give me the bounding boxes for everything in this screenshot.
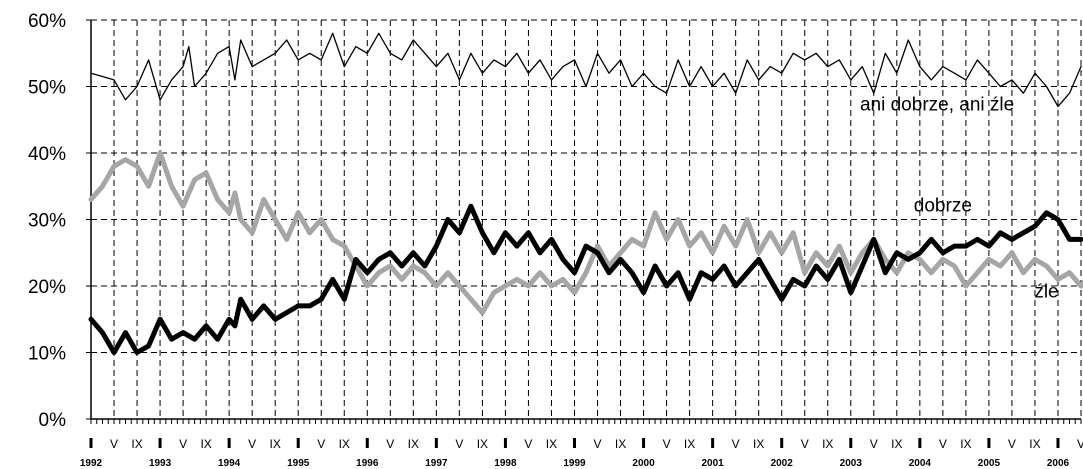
x-tick-label: IX [339, 437, 350, 451]
year-label: 2000 [632, 458, 655, 469]
x-tick-label [503, 438, 507, 448]
x-tick-label: V [317, 437, 325, 451]
x-tick-label: IX [546, 437, 557, 451]
year-label: 2005 [978, 458, 1001, 469]
x-tick-label [849, 438, 853, 448]
series-line-ani-dobrze-ani-zle [90, 32, 1082, 108]
x-tick-label: V [248, 437, 256, 451]
x-tick-label [296, 438, 300, 448]
x-tick-label: V [386, 437, 394, 451]
x-tick-label: IX [960, 437, 971, 451]
year-label: 1999 [563, 458, 586, 469]
y-tick-label: 10% [28, 344, 66, 365]
year-label: 1992 [80, 458, 103, 469]
grid [90, 19, 1082, 419]
year-label: 1998 [494, 458, 517, 469]
year-label: 2004 [909, 458, 932, 469]
x-tick-label: V [179, 437, 187, 451]
x-tick-label [642, 438, 646, 448]
x-tick-label: IX [822, 437, 833, 451]
x-tick-label: V [732, 437, 740, 451]
x-tick-label: V [801, 437, 809, 451]
x-tick-label: IX [891, 437, 902, 451]
x-tick-label: V [663, 437, 671, 451]
year-label: 1997 [425, 458, 448, 469]
x-tick-label [572, 438, 576, 448]
x-tick-label: IX [131, 437, 142, 451]
x-tick-label [434, 438, 438, 448]
y-tick-label: 0% [39, 410, 67, 431]
x-tick-label: V [594, 437, 602, 451]
x-tick-label [987, 438, 991, 448]
x-tick-label [1056, 438, 1060, 448]
year-label: 1996 [356, 458, 379, 469]
x-tick-label: IX [753, 437, 764, 451]
x-tick-label: V [1077, 437, 1083, 451]
x-tick-label: V [524, 437, 532, 451]
x-tick-label [227, 438, 231, 448]
x-tick-label: V [455, 437, 463, 451]
series-line-zle [88, 203, 1083, 355]
series-line-dobrze [88, 150, 1083, 316]
year-label: 2001 [702, 458, 725, 469]
y-tick-label: 30% [28, 211, 66, 232]
x-tick-label: V [870, 437, 878, 451]
x-tick-label: IX [408, 437, 419, 451]
x-tick-label: IX [270, 437, 281, 451]
series-label-zle: źle [1034, 281, 1058, 302]
x-tick-label [918, 438, 922, 448]
year-label: 2002 [771, 458, 794, 469]
year-label: 2003 [840, 458, 863, 469]
x-tick-label [89, 438, 93, 448]
y-tick-label: 60% [28, 11, 66, 32]
x-tick-label: IX [200, 437, 211, 451]
x-tick-label [711, 438, 715, 448]
y-tick-label: 40% [28, 144, 66, 165]
series-layer [88, 32, 1083, 355]
x-tick-label: IX [1029, 437, 1040, 451]
x-tick-label [158, 438, 162, 448]
x-tick-label: V [939, 437, 947, 451]
x-tick-label [365, 438, 369, 448]
x-tick-label: V [1008, 437, 1016, 451]
series-label-dobrze: dobrze [914, 196, 972, 217]
x-tick-label [780, 438, 784, 448]
x-tick-label: IX [684, 437, 695, 451]
x-tick-label: V [110, 437, 118, 451]
year-label: 1995 [287, 458, 310, 469]
year-label: 1993 [149, 458, 172, 469]
year-label: 1994 [218, 458, 241, 469]
y-tick-label: 20% [28, 277, 66, 298]
x-tick-label: IX [477, 437, 488, 451]
year-label: 2006 [1047, 458, 1070, 469]
x-tick-label: IX [615, 437, 626, 451]
annotation-layer: ani dobrze, ani źle dobrze źle [860, 94, 1059, 302]
series-label-ani-dobrze-ani-zle: ani dobrze, ani źle [860, 94, 1014, 115]
y-tick-label: 50% [28, 78, 66, 99]
